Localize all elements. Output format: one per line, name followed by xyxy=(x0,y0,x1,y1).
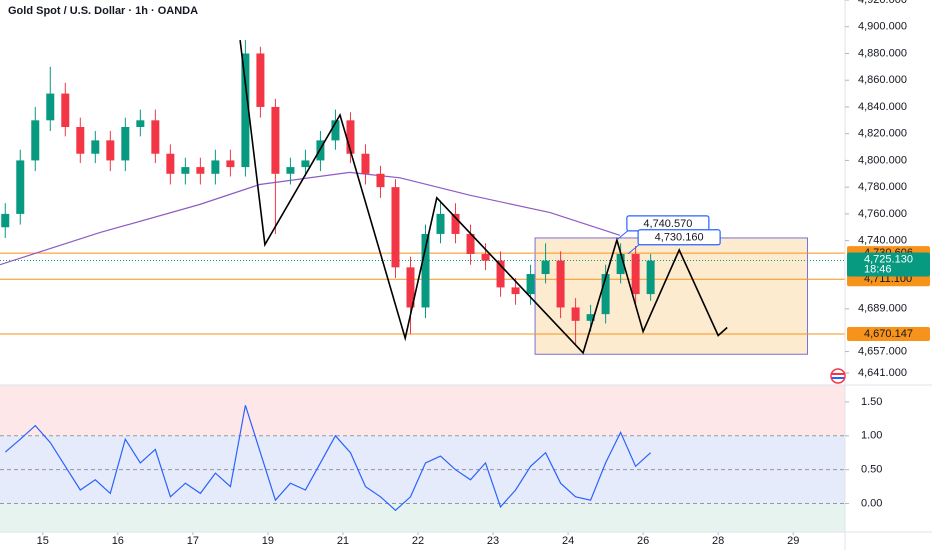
candle-body xyxy=(61,93,70,127)
zigzag-pattern xyxy=(239,40,728,355)
candle-body xyxy=(631,253,640,295)
candle-body xyxy=(76,126,85,154)
candle-body xyxy=(541,260,550,275)
x-tick-label: 28 xyxy=(712,535,724,547)
candle-body xyxy=(256,53,265,107)
candle-body xyxy=(481,253,490,261)
y-tick-label: 4,800.000 xyxy=(858,154,907,166)
candle-body xyxy=(196,167,205,174)
candle-body xyxy=(91,140,100,154)
y-tick-label: 0.50 xyxy=(861,464,882,476)
candle-body xyxy=(571,307,580,321)
candle-body xyxy=(376,173,385,188)
candle-body xyxy=(421,233,430,308)
y-tick-label: 4,900.000 xyxy=(858,21,907,33)
level-tag-label: 4,670.147 xyxy=(864,328,913,340)
candle-body xyxy=(526,274,535,295)
y-tick-label: 4,820.000 xyxy=(858,128,907,140)
candle-body xyxy=(586,314,595,321)
flag-stripe xyxy=(832,377,844,379)
pattern-box xyxy=(534,237,808,355)
candle-body xyxy=(496,260,505,288)
candle-body xyxy=(436,213,445,234)
candle-body xyxy=(466,233,475,254)
candle-body xyxy=(31,120,40,161)
candle-body xyxy=(286,167,295,174)
indicator-line xyxy=(4,405,652,512)
last-price-label: 4,725.130 xyxy=(864,253,913,265)
candle-body xyxy=(391,187,400,268)
candle-body xyxy=(511,287,520,295)
y-tick-label: 4,641.000 xyxy=(858,367,907,379)
candle-body xyxy=(151,120,160,154)
candle-body xyxy=(226,160,235,168)
candle-body xyxy=(136,120,145,127)
candle-body xyxy=(556,260,565,308)
candle-body xyxy=(301,160,310,168)
x-tick-label: 15 xyxy=(37,535,49,547)
candle-body xyxy=(451,213,460,234)
y-tick-label: 4,840.000 xyxy=(858,101,907,113)
candle-body xyxy=(346,120,355,154)
callout-label: 4,740.570 xyxy=(643,218,692,230)
callout-pointer xyxy=(616,229,630,241)
level-tag xyxy=(847,327,930,342)
candle-body xyxy=(46,93,55,121)
callout-box xyxy=(637,229,721,246)
chart-title: Gold Spot / U.S. Dollar · 1h · OANDA xyxy=(8,5,198,17)
y-tick-label: 1.00 xyxy=(861,430,882,442)
x-tick-label: 21 xyxy=(337,535,349,547)
y-tick-label: 4,880.000 xyxy=(858,47,907,59)
candle-body xyxy=(181,167,190,174)
y-tick-label: 1.50 xyxy=(861,396,882,408)
x-tick-label: 29 xyxy=(787,535,799,547)
x-tick-label: 22 xyxy=(412,535,424,547)
candle-body xyxy=(316,140,325,161)
indicator-band xyxy=(0,385,845,436)
x-tick-label: 24 xyxy=(562,535,574,547)
flag-stripe xyxy=(832,373,844,375)
y-tick-label: 4,780.000 xyxy=(858,181,907,193)
x-tick-label: 17 xyxy=(187,535,199,547)
countdown-label: 18:46 xyxy=(864,263,892,275)
x-tick-label: 26 xyxy=(637,535,649,547)
moving-average xyxy=(0,171,621,266)
y-tick-label: 4,760.000 xyxy=(858,208,907,220)
y-tick-label: 4,740.000 xyxy=(858,235,907,247)
candle-body xyxy=(106,140,115,161)
y-tick-label: 4,920.000 xyxy=(858,0,907,6)
candle-body xyxy=(241,53,250,168)
callout-pointer xyxy=(627,243,641,255)
candle-body xyxy=(646,260,655,295)
candle-body xyxy=(331,120,340,141)
candle-body xyxy=(361,153,370,174)
flag-icon xyxy=(830,368,846,384)
candle-body xyxy=(1,213,10,228)
y-tick-label: 4,657.000 xyxy=(858,345,907,357)
candle-body xyxy=(121,126,130,161)
y-tick-label: 4,860.000 xyxy=(858,74,907,86)
candle-body xyxy=(16,160,25,214)
candle-body xyxy=(601,274,610,315)
candle-body xyxy=(211,160,220,174)
y-tick-label: 4,689.000 xyxy=(858,303,907,315)
candle-body xyxy=(166,153,175,174)
last-price-tag xyxy=(847,252,930,277)
candle-body xyxy=(406,267,415,308)
indicator-band xyxy=(0,503,845,532)
x-tick-label: 19 xyxy=(262,535,274,547)
candle-body xyxy=(271,106,280,174)
x-tick-label: 23 xyxy=(487,535,499,547)
candle-body xyxy=(616,253,625,275)
y-tick-label: 0.00 xyxy=(861,497,882,509)
x-tick-label: 16 xyxy=(112,535,124,547)
callout-label: 4,730.160 xyxy=(655,232,704,244)
